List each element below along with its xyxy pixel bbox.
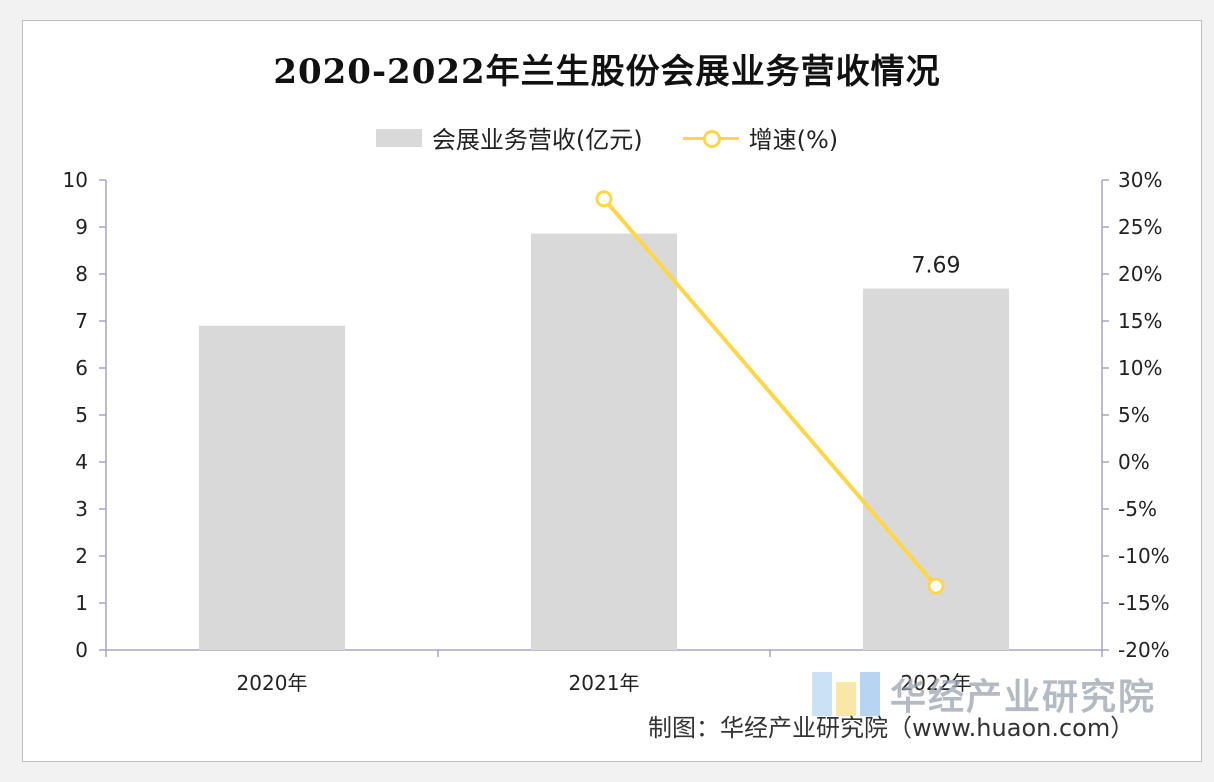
- y-left-tick-label: 10: [63, 168, 88, 192]
- y-right-tick-label: 15%: [1118, 309, 1162, 333]
- y-right-tick-label: 5%: [1118, 403, 1150, 427]
- growth-point: [595, 190, 613, 208]
- y-right-tick-label: -15%: [1118, 591, 1170, 615]
- y-left-tick-label: 6: [75, 356, 88, 380]
- y-right-tick-label: 10%: [1118, 356, 1162, 380]
- y-left-tick-label: 5: [75, 403, 88, 427]
- bar-data-label: 7.69: [912, 254, 961, 279]
- y-right-tick-label: 20%: [1118, 262, 1162, 286]
- legend-bar-swatch: [375, 128, 422, 147]
- revenue-bar: [198, 325, 346, 650]
- revenue-bar: [530, 233, 678, 650]
- y-right-tick-label: 30%: [1118, 168, 1162, 192]
- bars-group: [198, 233, 1010, 650]
- x-tick-label: 2021年: [569, 671, 640, 695]
- y-right-tick-label: -20%: [1118, 638, 1170, 662]
- legend: 会展业务营收(亿元) 增速(%): [0, 120, 1214, 155]
- legend-item-growth: 增速(%): [682, 120, 839, 155]
- y-left-tick-label: 8: [75, 262, 88, 286]
- legend-label-revenue: 会展业务营收(亿元): [431, 126, 643, 154]
- legend-line-swatch: [682, 128, 739, 148]
- y-left-tick-label: 3: [75, 497, 88, 521]
- legend-label-growth: 增速(%): [748, 126, 839, 154]
- y-left-tick-label: 2: [75, 544, 88, 568]
- y-left-tick-label: 1: [75, 591, 88, 615]
- watermark-text: 华经产业研究院: [890, 677, 1157, 718]
- x-tick-label: 2022年: [901, 671, 972, 695]
- y-right-tick-label: -10%: [1118, 544, 1170, 568]
- growth-point: [927, 577, 945, 595]
- y-left-tick-label: 0: [75, 638, 88, 662]
- x-tick-label: 2020年: [237, 671, 308, 695]
- growth-line: [602, 197, 938, 588]
- growth-line-group: [595, 190, 945, 595]
- watermark-logo-icon: [812, 672, 880, 716]
- y-right-tick-label: 25%: [1118, 215, 1162, 239]
- axes-group: 0 1 2 3 4 5 6 7 8 9 10 -20% -15% -10% -5% 0% 5% 10% 15% 20%…: [63, 168, 1170, 695]
- y-right-tick-label: -5%: [1118, 497, 1157, 521]
- chart-title: 2020-2022年兰生股份会展业务营收情况: [273, 52, 941, 92]
- y-left-tick-label: 9: [75, 215, 88, 239]
- y-right-tick-label: 0%: [1118, 450, 1150, 474]
- legend-item-revenue: 会展业务营收(亿元): [375, 120, 643, 155]
- source-credit: 制图：华经产业研究院（www.huaon.com）: [648, 714, 1135, 742]
- watermark: 华经产业研究院: [812, 668, 1156, 720]
- y-left-tick-label: 7: [75, 309, 88, 333]
- y-left-tick-label: 4: [75, 450, 88, 474]
- revenue-bar: [862, 288, 1010, 650]
- labels-group: 7.69: [912, 254, 961, 279]
